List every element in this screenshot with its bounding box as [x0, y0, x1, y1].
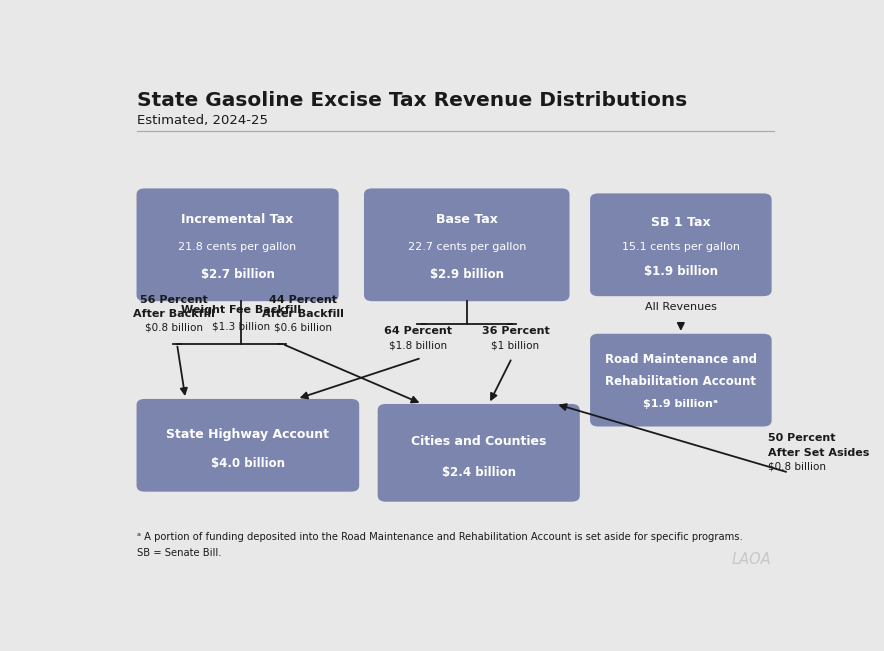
Text: Base Tax: Base Tax	[436, 214, 498, 227]
Text: $0.8 billion: $0.8 billion	[144, 323, 202, 333]
Text: 22.7 cents per gallon: 22.7 cents per gallon	[408, 242, 526, 252]
FancyBboxPatch shape	[591, 334, 772, 426]
Text: State Highway Account: State Highway Account	[166, 428, 330, 441]
Text: 56 Percent: 56 Percent	[140, 295, 208, 305]
Text: After Backfill: After Backfill	[133, 309, 215, 319]
FancyBboxPatch shape	[136, 399, 359, 492]
Text: Rehabilitation Account: Rehabilitation Account	[606, 376, 757, 389]
FancyBboxPatch shape	[591, 193, 772, 296]
Text: After Set Asides: After Set Asides	[768, 447, 870, 458]
Text: $1.3 billion: $1.3 billion	[212, 322, 271, 332]
FancyBboxPatch shape	[364, 188, 569, 301]
Text: SB 1 Tax: SB 1 Tax	[651, 215, 711, 229]
Text: 44 Percent: 44 Percent	[269, 295, 337, 305]
Text: 50 Percent: 50 Percent	[768, 432, 835, 443]
Text: $1.9 billion: $1.9 billion	[644, 265, 718, 278]
Text: After Backfill: After Backfill	[262, 309, 344, 319]
Text: $0.8 billion: $0.8 billion	[768, 462, 827, 471]
Text: State Gasoline Excise Tax Revenue Distributions: State Gasoline Excise Tax Revenue Distri…	[136, 91, 687, 110]
Text: $1 billion: $1 billion	[492, 340, 539, 350]
Text: $2.7 billion: $2.7 billion	[201, 268, 275, 281]
Text: $1.8 billion: $1.8 billion	[389, 340, 447, 350]
Text: 21.8 cents per gallon: 21.8 cents per gallon	[179, 242, 297, 252]
Text: $2.4 billion: $2.4 billion	[442, 466, 515, 479]
Text: Incremental Tax: Incremental Tax	[181, 214, 293, 227]
Text: 64 Percent: 64 Percent	[385, 326, 452, 337]
Text: Estimated, 2024-25: Estimated, 2024-25	[136, 114, 268, 127]
Text: LAOA: LAOA	[732, 552, 772, 567]
Text: $1.9 billionᵃ: $1.9 billionᵃ	[644, 399, 719, 409]
FancyBboxPatch shape	[136, 188, 339, 301]
Text: Cities and Counties: Cities and Counties	[411, 435, 546, 448]
Text: $4.0 billion: $4.0 billion	[211, 458, 285, 470]
Text: $2.9 billion: $2.9 billion	[430, 268, 504, 281]
Text: $0.6 billion: $0.6 billion	[274, 323, 332, 333]
Text: Weight Fee Backfill: Weight Fee Backfill	[181, 305, 301, 315]
Text: 36 Percent: 36 Percent	[482, 326, 549, 337]
Text: ᵃ A portion of funding deposited into the Road Maintenance and Rehabilitation Ac: ᵃ A portion of funding deposited into th…	[136, 532, 743, 542]
Text: All Revenues: All Revenues	[645, 302, 717, 312]
Text: 15.1 cents per gallon: 15.1 cents per gallon	[621, 242, 740, 252]
Text: Road Maintenance and: Road Maintenance and	[605, 353, 757, 367]
Text: SB = Senate Bill.: SB = Senate Bill.	[136, 548, 221, 559]
FancyBboxPatch shape	[377, 404, 580, 502]
